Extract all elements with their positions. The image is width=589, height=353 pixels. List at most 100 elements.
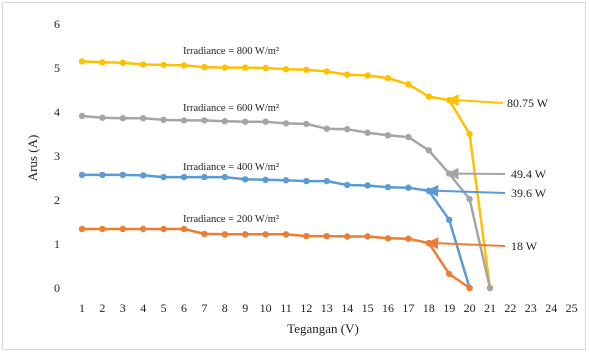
annotation-irradiance-600: Irradiance = 600 W/m²: [183, 103, 279, 114]
data-point: [221, 231, 228, 238]
data-point: [201, 117, 208, 124]
data-point: [405, 235, 412, 242]
data-point: [119, 59, 127, 66]
data-point: [201, 230, 208, 238]
data-point: [160, 116, 167, 124]
x-tick-label: 10: [260, 301, 272, 315]
data-point: [242, 118, 249, 125]
data-point: [466, 195, 473, 203]
data-point: [446, 216, 453, 223]
data-point: [344, 71, 351, 78]
callout-arrow-irr400: [426, 184, 506, 197]
data-point: [384, 235, 392, 242]
callout-arrow-irr800: [446, 94, 504, 107]
data-point: [486, 284, 494, 292]
x-tick-label: 25: [566, 301, 578, 315]
power-labels: 80.75 W 49.4 W 39.6 W 18 W: [507, 96, 549, 253]
data-point: [201, 173, 208, 181]
data-point: [262, 64, 269, 72]
x-tick-label: 2: [99, 301, 105, 315]
annotation-irradiance-800: Irradiance = 800 W/m²: [183, 46, 279, 57]
y-tick-label: 1: [54, 237, 60, 251]
data-point: [405, 133, 412, 141]
data-point: [303, 177, 310, 185]
data-point: [323, 232, 330, 240]
x-tick-label: 18: [423, 301, 435, 315]
y-tick-label: 6: [54, 17, 60, 31]
data-point: [180, 62, 188, 69]
x-tick-label: 14: [341, 301, 353, 315]
x-tick-label: 24: [545, 301, 557, 315]
data-point: [344, 181, 351, 189]
irradiance-annotations: Irradiance = 800 W/m² Irradiance = 600 W…: [183, 46, 279, 225]
data-point: [119, 225, 127, 233]
data-point: [323, 68, 330, 75]
data-point: [78, 225, 86, 233]
data-point: [344, 233, 351, 240]
annotation-irradiance-400: Irradiance = 400 W/m²: [183, 162, 279, 173]
x-tick-label: 7: [201, 301, 207, 315]
data-point: [242, 176, 249, 183]
series-line-irr200: [82, 227, 471, 290]
data-point: [262, 118, 269, 125]
x-axis-title: Tegangan (V): [287, 321, 359, 336]
data-point: [446, 270, 453, 278]
data-point: [201, 63, 208, 71]
data-point: [364, 233, 371, 240]
data-point: [405, 81, 412, 88]
data-point: [364, 72, 371, 79]
data-point: [282, 66, 290, 73]
data-point: [405, 184, 412, 191]
data-point: [282, 231, 290, 238]
data-point: [160, 225, 167, 233]
data-point: [140, 115, 147, 122]
data-point: [303, 232, 310, 240]
data-point: [160, 61, 167, 69]
data-point: [119, 171, 127, 179]
x-tick-label: 4: [140, 301, 146, 315]
data-point: [180, 225, 188, 233]
annotation-irradiance-200: Irradiance = 200 W/m²: [183, 214, 279, 225]
x-tick-label: 8: [222, 301, 228, 315]
data-point: [221, 64, 228, 71]
data-point: [180, 117, 188, 124]
data-point: [364, 182, 371, 189]
series-irr600: [78, 112, 494, 292]
data-point: [425, 93, 432, 100]
data-point: [140, 172, 147, 179]
x-tick-label: 9: [242, 301, 248, 315]
y-tick-label: 2: [54, 193, 60, 207]
data-point: [323, 125, 330, 132]
data-point: [303, 120, 310, 128]
data-point: [446, 96, 453, 104]
data-point: [180, 173, 188, 181]
data-point: [384, 132, 392, 139]
data-point: [99, 59, 106, 66]
data-point: [446, 170, 453, 177]
data-point: [78, 58, 86, 65]
data-point: [303, 66, 310, 74]
data-point: [384, 74, 392, 82]
power-label-600: 49.4 W: [511, 167, 547, 181]
data-point: [140, 61, 147, 68]
x-tick-label: 17: [402, 301, 414, 315]
power-label-400: 39.6 W: [511, 186, 547, 200]
data-point: [99, 171, 106, 179]
data-point: [466, 130, 473, 138]
power-callouts: [426, 94, 506, 250]
data-point: [466, 284, 473, 292]
data-point: [323, 177, 330, 185]
data-point: [282, 177, 290, 184]
x-tick-label: 16: [382, 301, 394, 315]
data-point: [99, 114, 106, 121]
x-tick-label: 13: [321, 301, 333, 315]
x-tick-label: 20: [464, 301, 476, 315]
series-irr200: [78, 225, 473, 292]
y-tick-label: 3: [54, 149, 60, 163]
data-point: [78, 171, 86, 179]
data-point: [99, 225, 106, 233]
series-irr400: [78, 171, 473, 292]
x-tick-label: 23: [525, 301, 537, 315]
data-point: [221, 118, 228, 125]
